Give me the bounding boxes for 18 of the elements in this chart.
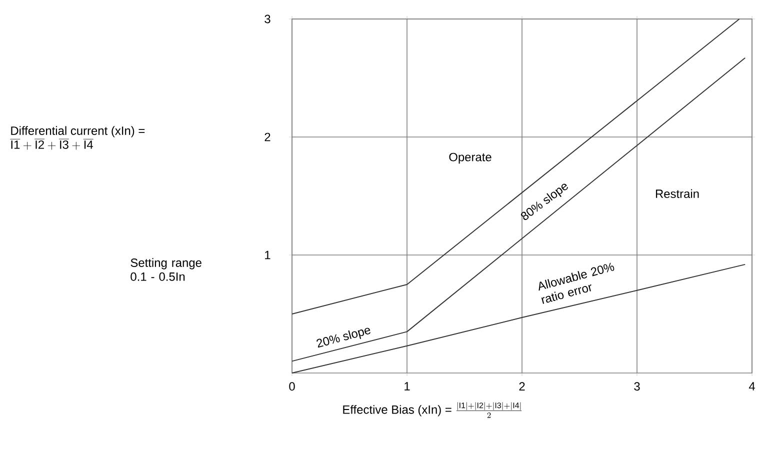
x-tick-label: 0 [289,382,295,391]
text: $\overline{\mathrm{I1}} + \overline{\mathrm{I2}} + \overline{\mathrm{I3}} + \overline{\mathrm{I4}}$ [10,139,94,150]
annotation: Restrain [656,189,699,198]
y-tick-label: 2 [264,132,270,142]
text: Differential current (xIn) = [11,126,145,138]
annotation: Allowable 20% ratio error [538,262,614,304]
x-axis-title: Effective Bias (xIn) = [343,405,452,416]
annotation: 20% slope [316,328,370,348]
x-tick-label: 1 [404,382,410,390]
y-tick-label: 3 [264,14,270,24]
line-series [292,264,746,374]
text: Setting range 0.1 - 0.5In [130,258,202,281]
y-tick-label: 1 [265,250,270,260]
text: $\frac{|\mathrm{I1}| + |\mathrm{I2}| + |\mathrm{I3}| + |\mathrm{I4}|}{2}$ [456,402,522,418]
x-tick-label: 3 [634,382,640,391]
annotation: Operate [449,152,492,164]
x-tick-label: 2 [519,382,525,391]
x-tick-label: 4 [748,382,755,390]
